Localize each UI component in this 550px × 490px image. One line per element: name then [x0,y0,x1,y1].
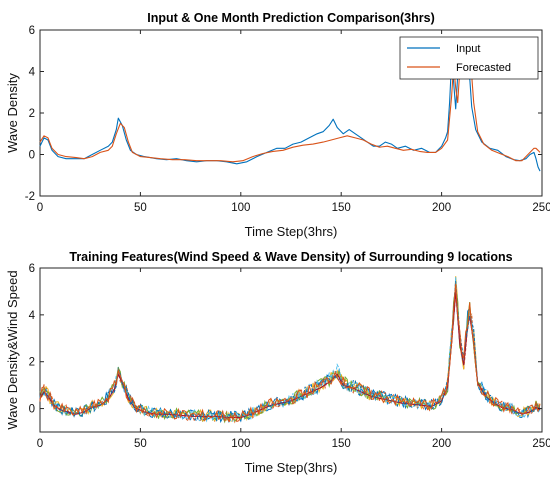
top-y-tick-label: 0 [29,150,35,162]
top-y-tick-label: 6 [29,25,35,37]
bottom-y-tick-label: 6 [29,263,35,275]
bottom-y-axis: 0 2 4 6 [29,263,542,416]
top-y-tick-label: 4 [29,67,36,79]
legend-box [399,36,539,80]
bottom-chart: Training Features(Wind Speed & Wave Dens… [5,250,550,475]
top-chart: Input & One Month Prediction Comparison(… [5,11,550,239]
bottom-x-axis: 0 50 100 150 200 250 [37,268,550,450]
bottom-y-tick-label: 0 [29,404,35,416]
bottom-y-tick-label: 4 [29,310,36,322]
top-y-tick-label: 2 [29,108,35,120]
top-y-axis-label: Wave Density [5,73,20,153]
bottom-x-axis-label: Time Step(3hrs) [245,460,338,475]
top-chart-title: Input & One Month Prediction Comparison(… [147,11,435,25]
top-x-tick-label: 250 [532,202,550,214]
bottom-x-tick-label: 50 [134,438,147,450]
legend: Input Forecasted [399,36,539,80]
bottom-x-tick-label: 100 [231,438,250,450]
top-x-axis-label: Time Step(3hrs) [245,224,338,239]
bottom-chart-title: Training Features(Wind Speed & Wave Dens… [69,250,512,264]
bottom-x-tick-label: 0 [37,438,43,450]
bottom-y-tick-label: 2 [29,357,35,369]
feature-line-9 [39,283,541,423]
top-y-axis: -2 0 2 4 6 [25,25,542,203]
bottom-chart-lines [39,276,541,424]
top-y-tick-label: -2 [25,191,35,203]
bottom-x-tick-label: 150 [332,438,351,450]
top-x-axis: 0 50 100 150 200 250 [37,30,550,214]
top-x-tick-label: 0 [37,202,43,214]
top-x-tick-label: 50 [134,202,147,214]
bottom-x-tick-label: 250 [532,438,550,450]
series-line-forecasted [39,39,541,163]
top-x-tick-label: 200 [432,202,451,214]
top-x-tick-label: 150 [332,202,351,214]
top-chart-lines [39,39,541,172]
top-x-tick-label: 100 [231,202,250,214]
bottom-plot-area [39,267,543,433]
legend-label-forecasted: Forecasted [456,62,511,74]
bottom-y-axis-label: Wave Density&Wind Speed [5,270,20,429]
legend-label-input: Input [456,43,480,55]
bottom-x-tick-label: 200 [432,438,451,450]
